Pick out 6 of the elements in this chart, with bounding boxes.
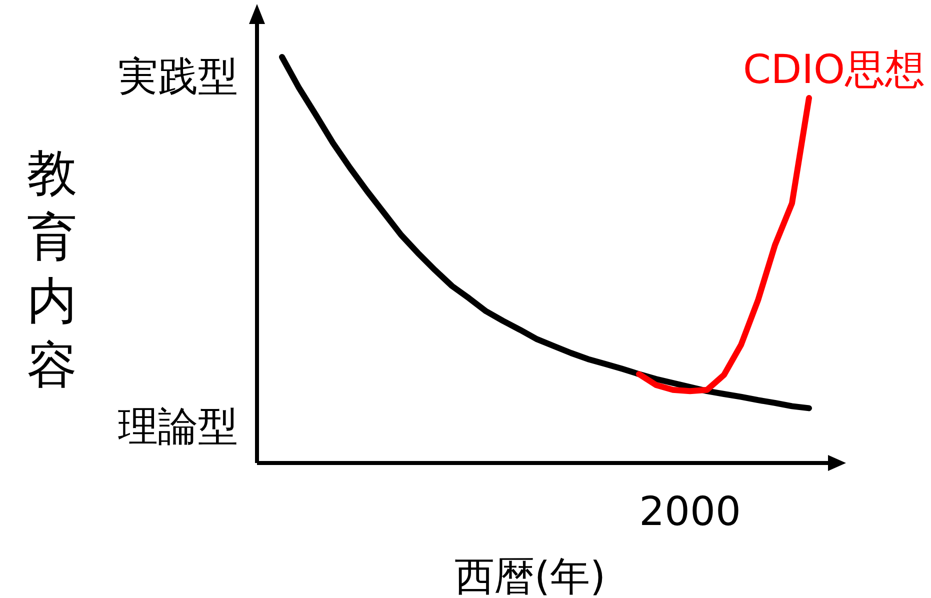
text: 2000 (639, 489, 741, 535)
text: 理論型 (118, 404, 238, 450)
y-axis-title: 教育内容 (27, 144, 77, 394)
series-label: CDIO思想 (742, 47, 925, 93)
text: 実践型 (118, 54, 238, 100)
x-axis-title: 西暦(年) (454, 554, 606, 598)
